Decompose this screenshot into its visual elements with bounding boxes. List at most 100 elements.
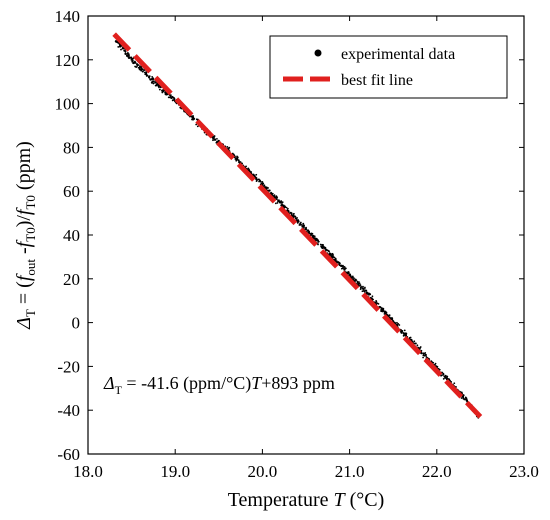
- data-point: [250, 171, 252, 173]
- data-point: [271, 192, 274, 195]
- data-point: [137, 66, 140, 69]
- data-point: [363, 288, 366, 290]
- data-point: [114, 40, 117, 43]
- data-point: [235, 159, 238, 162]
- data-point: [165, 92, 168, 95]
- legend-label-experimental: experimental data: [341, 46, 455, 63]
- data-point: [216, 137, 218, 140]
- data-point: [304, 228, 308, 231]
- data-point: [337, 261, 340, 263]
- data-point: [319, 243, 322, 246]
- data-point: [119, 44, 121, 47]
- x-axis-ticks: 18.0 19.0 20.0 21.0 22.0 23.0: [73, 16, 539, 481]
- data-point: [291, 215, 294, 217]
- data-point: [463, 398, 466, 400]
- data-point: [358, 281, 360, 283]
- y-tick-label: 80: [63, 138, 80, 157]
- data-point: [302, 224, 305, 227]
- data-point: [438, 368, 441, 371]
- data-point: [362, 285, 364, 288]
- x-tick-label: 19.0: [160, 462, 190, 481]
- data-point: [306, 229, 309, 232]
- data-point: [442, 372, 445, 375]
- data-point: [326, 249, 329, 252]
- data-point: [446, 375, 449, 378]
- data-point: [258, 178, 260, 181]
- data-point: [281, 203, 284, 206]
- data-point: [334, 260, 337, 262]
- data-point: [255, 177, 258, 180]
- data-point: [342, 265, 345, 268]
- data-point: [136, 63, 138, 65]
- y-tick-label: -60: [57, 445, 80, 464]
- data-point: [171, 96, 174, 99]
- data-point: [296, 217, 298, 219]
- data-point: [444, 374, 447, 377]
- data-point: [124, 52, 127, 55]
- data-point: [313, 235, 316, 238]
- data-point: [173, 97, 176, 100]
- data-point: [359, 284, 361, 286]
- data-point: [168, 96, 171, 99]
- y-tick-label: 100: [55, 95, 81, 114]
- data-point: [151, 75, 154, 78]
- data-point: [141, 68, 144, 71]
- data-point: [408, 336, 411, 339]
- data-point: [311, 232, 314, 235]
- data-point: [435, 365, 438, 368]
- data-point: [137, 64, 140, 66]
- data-point: [402, 332, 405, 334]
- data-point: [362, 288, 365, 291]
- data-point: [424, 352, 427, 354]
- data-point: [331, 252, 334, 255]
- data-point: [405, 332, 408, 335]
- data-point: [403, 329, 406, 332]
- data-point: [121, 47, 124, 50]
- data-point: [235, 157, 238, 160]
- data-point: [134, 61, 137, 64]
- data-point: [391, 317, 394, 320]
- data-point: [156, 83, 159, 86]
- data-point: [147, 76, 151, 79]
- x-tick-label: 22.0: [422, 462, 452, 481]
- x-tick-label: 23.0: [509, 462, 539, 481]
- data-point: [195, 123, 198, 126]
- data-point: [369, 293, 372, 296]
- data-point: [145, 71, 148, 74]
- data-point: [127, 57, 130, 60]
- data-point: [381, 308, 384, 311]
- data-point: [196, 125, 199, 128]
- data-point: [141, 70, 144, 73]
- data-point: [422, 354, 425, 357]
- data-point: [293, 215, 296, 218]
- data-point: [127, 54, 130, 57]
- data-point: [317, 241, 320, 243]
- data-point: [425, 355, 428, 358]
- data-point: [134, 65, 137, 68]
- data-point: [125, 55, 128, 57]
- data-point: [247, 167, 250, 170]
- data-point: [324, 246, 327, 249]
- data-point: [365, 291, 369, 295]
- data-point: [372, 298, 374, 301]
- data-point: [290, 212, 292, 215]
- data-point: [396, 323, 398, 326]
- data-point: [442, 377, 445, 380]
- data-point: [362, 289, 365, 292]
- y-tick-label: 0: [72, 314, 81, 333]
- data-point: [397, 323, 400, 325]
- y-tick-label: -20: [57, 357, 80, 376]
- data-point: [400, 332, 403, 334]
- data-point: [453, 382, 456, 385]
- data-point: [169, 94, 172, 97]
- data-point: [299, 221, 302, 224]
- data-point: [357, 282, 360, 286]
- data-point: [328, 250, 330, 253]
- y-tick-label: -40: [57, 401, 80, 420]
- data-point: [132, 62, 135, 64]
- data-point: [415, 342, 417, 345]
- data-point: [375, 300, 378, 302]
- data-point: [422, 356, 424, 359]
- data-point: [255, 180, 258, 183]
- data-point: [339, 264, 342, 267]
